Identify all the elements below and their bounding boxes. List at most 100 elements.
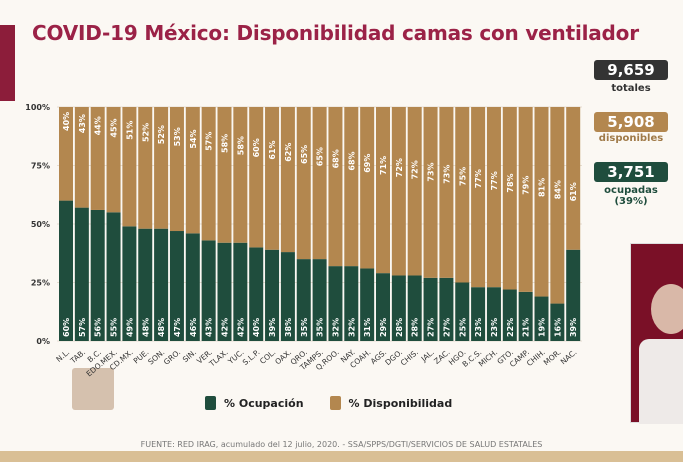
bar-availability bbox=[328, 107, 343, 267]
bar-occupancy bbox=[502, 289, 517, 341]
data-label-availability: 65% bbox=[316, 147, 325, 166]
bar-occupancy bbox=[296, 259, 311, 341]
data-label-availability: 44% bbox=[94, 116, 103, 135]
data-label-occupancy: 39% bbox=[268, 318, 277, 337]
y-tick-label: 25% bbox=[31, 279, 50, 288]
data-label-occupancy: 31% bbox=[363, 318, 372, 337]
data-label-availability: 40% bbox=[62, 112, 71, 131]
bar-occupancy bbox=[455, 282, 470, 341]
bar-availability bbox=[74, 107, 89, 208]
bar-availability bbox=[439, 107, 454, 278]
bar-availability bbox=[360, 107, 375, 269]
data-label-availability: 57% bbox=[205, 132, 214, 151]
data-label-occupancy: 48% bbox=[141, 318, 150, 337]
bar-availability bbox=[169, 107, 184, 232]
available-value: 5,908 bbox=[594, 112, 668, 132]
available-label: disponibles bbox=[598, 133, 664, 144]
stat-total: 9,659 totales bbox=[590, 60, 672, 94]
legend-label-availability: % Disponibilidad bbox=[348, 396, 453, 410]
data-label-occupancy: 43% bbox=[205, 318, 214, 337]
data-label-availability: 75% bbox=[458, 167, 467, 186]
bar-availability bbox=[201, 107, 216, 241]
data-label-availability: 72% bbox=[395, 158, 404, 177]
data-label-occupancy: 38% bbox=[284, 318, 293, 337]
data-label-occupancy: 39% bbox=[569, 318, 578, 337]
bar-availability bbox=[249, 107, 264, 248]
data-label-availability: 68% bbox=[347, 151, 356, 170]
data-label-availability: 52% bbox=[141, 123, 150, 142]
stat-occupied: 3,751 ocupadas (39%) bbox=[590, 162, 672, 207]
data-label-occupancy: 49% bbox=[125, 318, 134, 337]
x-tick-label: CHIS. bbox=[399, 348, 420, 368]
bar-availability bbox=[90, 107, 105, 210]
bar-occupancy bbox=[518, 291, 533, 341]
bar-occupancy bbox=[328, 266, 343, 341]
bar-occupancy bbox=[344, 266, 359, 341]
data-label-availability: 69% bbox=[363, 154, 372, 173]
bar-occupancy bbox=[486, 287, 501, 341]
data-label-availability: 60% bbox=[252, 138, 261, 157]
data-label-availability: 58% bbox=[236, 136, 245, 155]
data-label-occupancy: 16% bbox=[553, 318, 562, 337]
legend-swatch-availability bbox=[329, 396, 341, 410]
government-logo bbox=[72, 368, 114, 410]
occupied-pct: (39%) bbox=[614, 196, 648, 207]
bar-availability bbox=[106, 107, 121, 213]
bar-availability bbox=[233, 107, 248, 243]
bar-availability bbox=[502, 107, 517, 290]
data-label-occupancy: 40% bbox=[252, 318, 261, 337]
bar-availability bbox=[344, 107, 359, 267]
bar-occupancy bbox=[407, 275, 422, 341]
x-tick-label: N.L. bbox=[54, 348, 71, 364]
bar-availability bbox=[280, 107, 295, 253]
bar-occupancy bbox=[169, 231, 184, 341]
data-label-occupancy: 46% bbox=[189, 318, 198, 337]
occupied-label: ocupadas bbox=[604, 185, 658, 196]
bar-occupancy bbox=[122, 226, 137, 341]
data-label-occupancy: 27% bbox=[442, 318, 451, 337]
x-tick-label: MOR. bbox=[542, 348, 563, 368]
data-label-occupancy: 23% bbox=[490, 318, 499, 337]
data-label-occupancy: 27% bbox=[427, 318, 436, 337]
data-label-occupancy: 56% bbox=[94, 318, 103, 337]
bar-occupancy bbox=[265, 249, 280, 341]
data-label-occupancy: 42% bbox=[221, 318, 230, 337]
bar-availability bbox=[185, 107, 200, 234]
bar-occupancy bbox=[312, 259, 327, 341]
bar-occupancy bbox=[201, 240, 216, 341]
x-tick-label: OAX. bbox=[273, 348, 293, 367]
data-label-availability: 43% bbox=[78, 114, 87, 133]
data-label-occupancy: 47% bbox=[173, 318, 182, 337]
data-label-availability: 52% bbox=[157, 125, 166, 144]
legend-item-occupancy: % Ocupación bbox=[205, 396, 304, 410]
data-label-availability: 73% bbox=[427, 162, 436, 181]
x-tick-label: PUE. bbox=[132, 348, 151, 366]
bar-availability bbox=[423, 107, 438, 278]
bar-availability bbox=[217, 107, 232, 243]
data-label-occupancy: 35% bbox=[316, 318, 325, 337]
bar-availability bbox=[407, 107, 422, 276]
bar-occupancy bbox=[154, 228, 169, 341]
red-accent-band bbox=[0, 25, 15, 101]
data-label-availability: 58% bbox=[221, 134, 230, 153]
data-label-occupancy: 21% bbox=[522, 318, 531, 337]
bar-occupancy bbox=[566, 249, 581, 341]
bar-occupancy bbox=[74, 207, 89, 341]
bar-occupancy bbox=[471, 287, 486, 341]
bar-occupancy bbox=[217, 242, 232, 341]
x-tick-label: SIN. bbox=[181, 348, 198, 365]
total-value: 9,659 bbox=[594, 60, 668, 80]
legend-item-availability: % Disponibilidad bbox=[329, 396, 453, 410]
speaker-video-inset bbox=[630, 243, 683, 424]
data-label-availability: 51% bbox=[125, 121, 134, 140]
data-label-occupancy: 29% bbox=[379, 318, 388, 337]
x-tick-label: S.L.P. bbox=[241, 348, 262, 367]
y-tick-label: 0% bbox=[36, 337, 50, 346]
bar-availability bbox=[455, 107, 470, 283]
bar-availability bbox=[376, 107, 390, 274]
data-label-availability: 53% bbox=[173, 127, 182, 146]
y-tick-label: 75% bbox=[31, 162, 50, 171]
bar-availability bbox=[296, 107, 311, 260]
bar-occupancy bbox=[376, 273, 390, 341]
bar-occupancy bbox=[423, 277, 438, 341]
